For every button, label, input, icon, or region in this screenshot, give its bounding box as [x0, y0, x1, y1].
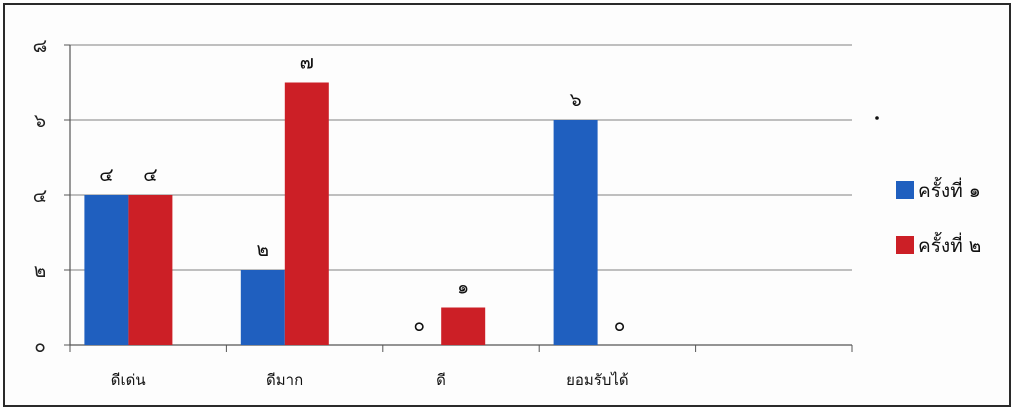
bar-series2-cat3: [441, 307, 486, 345]
data-label: ๐: [614, 314, 626, 336]
data-label: ๑: [457, 277, 469, 299]
data-label: ๐: [413, 314, 425, 336]
bar-series2-cat1: [128, 195, 173, 345]
x-category-label: ดีเด่น: [111, 371, 146, 389]
legend-swatch-series1: [896, 181, 914, 199]
data-label: ๔: [143, 164, 157, 186]
bar-series1-cat2: [240, 270, 285, 345]
legend-label-series2: ครั้งที่ ๒: [918, 232, 981, 257]
y-tick-label: ๐: [34, 335, 46, 357]
y-tick-label: ๒: [34, 260, 47, 282]
stray-dot-mark: [875, 116, 879, 120]
bar-series1-cat4: [553, 120, 598, 345]
y-tick-label: ๖: [34, 110, 46, 132]
bar-series1-cat1: [84, 195, 129, 345]
x-category-label: ดีมาก: [266, 371, 303, 389]
x-category-label: ดี: [436, 371, 446, 389]
y-tick-label: ๔: [33, 185, 47, 207]
legend-swatch-series2: [896, 236, 914, 254]
data-label: ๒: [257, 239, 270, 261]
y-tick-label: ๘: [33, 35, 48, 57]
data-label: ๗: [300, 52, 314, 74]
x-category-label: ยอมรับได้: [566, 371, 629, 389]
data-label: ๔: [99, 164, 113, 186]
data-label: ๖: [570, 89, 582, 111]
legend-label-series1: ครั้งที่ ๑: [918, 177, 981, 202]
bar-series2-cat2: [284, 82, 329, 345]
